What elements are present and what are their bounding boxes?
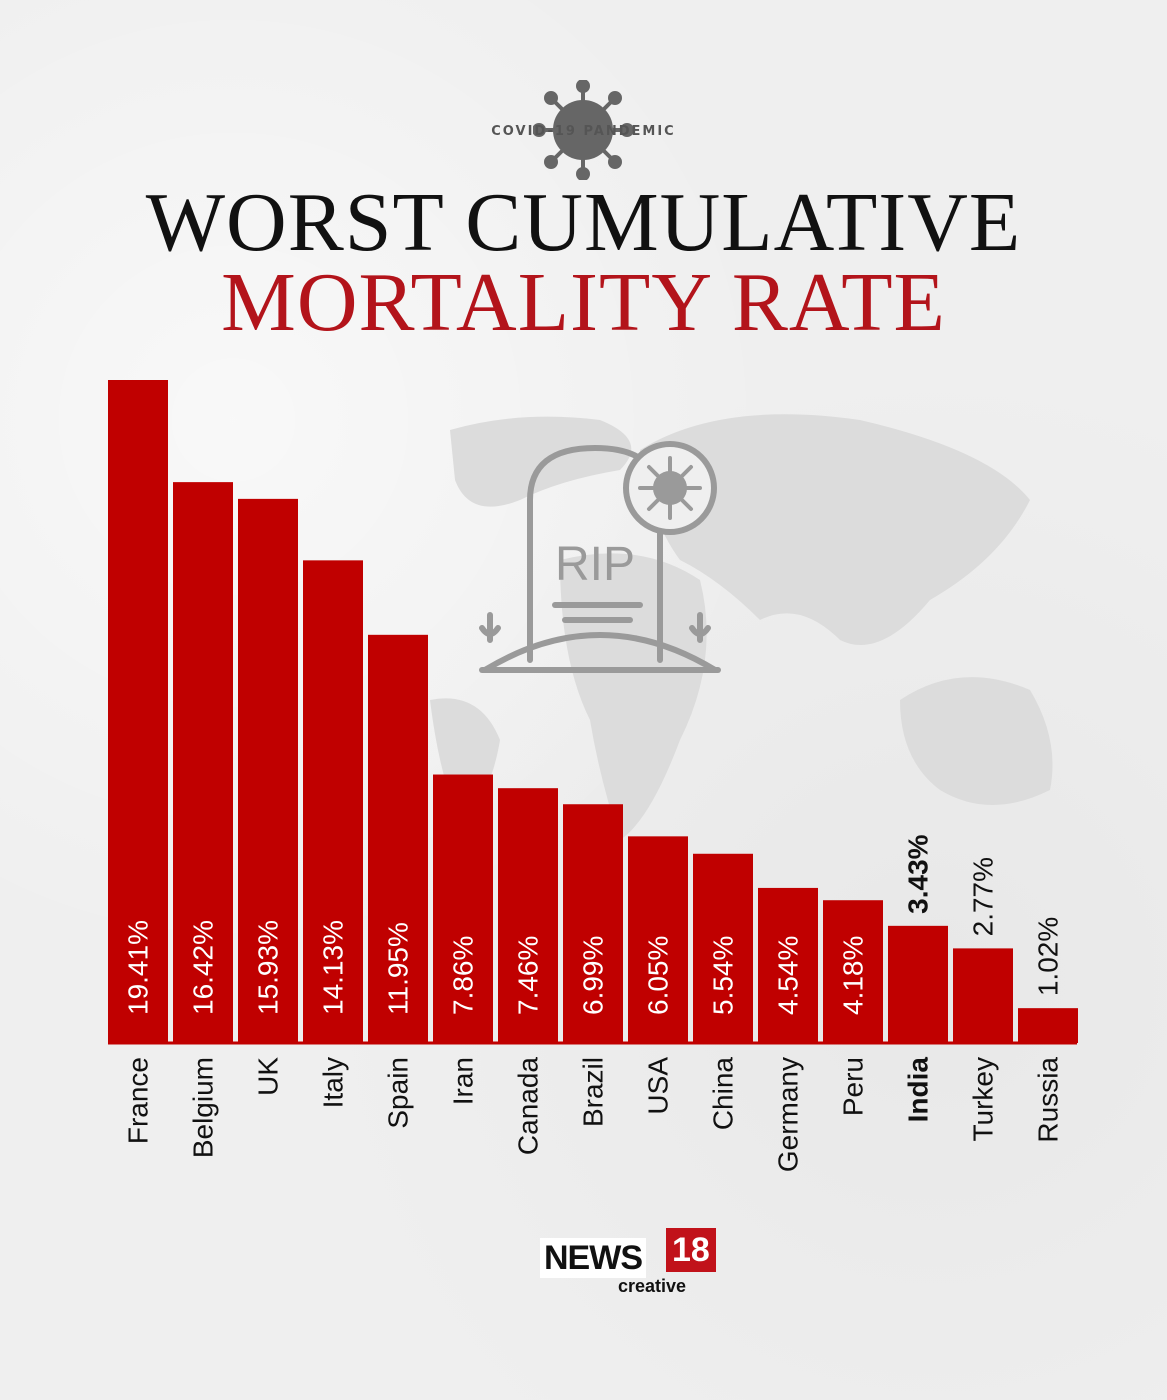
world-map xyxy=(430,414,1053,840)
value-label-iran: 7.86% xyxy=(448,936,479,1015)
bar-iran xyxy=(433,774,493,1043)
value-label-france: 19.41% xyxy=(123,920,154,1015)
header: COVID-19 PANDEMIC WORST CUMULATIVE MORTA… xyxy=(0,0,1167,360)
category-label-belgium: Belgium xyxy=(188,1057,219,1158)
logo-sub-text: creative xyxy=(618,1276,687,1296)
logo-news-text: NEWS xyxy=(540,1238,646,1278)
category-label-brazil: Brazil xyxy=(578,1057,609,1127)
value-label-italy: 14.13% xyxy=(318,920,349,1015)
category-label-russia: Russia xyxy=(1033,1057,1064,1143)
value-label-canada: 7.46% xyxy=(513,936,544,1015)
bar-peru xyxy=(823,900,883,1043)
category-label-uk: UK xyxy=(253,1057,284,1096)
tombstone-icon xyxy=(479,441,721,673)
category-label-iran: Iran xyxy=(448,1057,479,1105)
category-label-france: France xyxy=(123,1057,154,1144)
bar-china xyxy=(693,853,753,1043)
bar-india xyxy=(888,925,948,1043)
value-label-china: 5.54% xyxy=(708,936,739,1015)
bar-germany xyxy=(758,887,818,1043)
bar-usa xyxy=(628,836,688,1043)
value-label-india: 3.43% xyxy=(903,834,934,913)
value-label-peru: 4.18% xyxy=(838,936,869,1015)
value-label-germany: 4.54% xyxy=(773,936,804,1015)
tombstone-rip-text: RIP xyxy=(555,538,635,591)
category-label-canada: Canada xyxy=(513,1057,544,1156)
news18-logo: NEWS 18 creative xyxy=(540,1228,716,1296)
logo-number-badge: 18 xyxy=(666,1228,716,1272)
category-label-china: China xyxy=(708,1057,739,1131)
title-line-1: WORST CUMULATIVE xyxy=(145,176,1022,269)
category-label-peru: Peru xyxy=(838,1057,869,1116)
category-label-spain: Spain xyxy=(383,1057,414,1129)
category-label-germany: Germany xyxy=(773,1057,804,1172)
value-label-uk: 15.93% xyxy=(253,920,284,1015)
category-label-india: India xyxy=(903,1057,934,1123)
category-label-italy: Italy xyxy=(318,1057,349,1108)
value-label-brazil: 6.99% xyxy=(578,936,609,1015)
kicker-text: COVID-19 PANDEMIC xyxy=(491,124,676,139)
bar-spain xyxy=(368,634,428,1043)
bar-france xyxy=(108,380,168,1043)
category-label-usa: USA xyxy=(643,1057,674,1115)
bar-italy xyxy=(303,560,363,1043)
bar-belgium xyxy=(173,482,233,1044)
bar-brazil xyxy=(563,804,623,1043)
bar-uk xyxy=(238,498,298,1043)
bar-russia xyxy=(1018,1008,1078,1043)
bars-group: 19.41% France 16.42% Belgium 15.93% UK 14.13% I… xyxy=(108,380,1078,1172)
title-line-2: MORTALITY RATE xyxy=(221,256,946,349)
bar-canada xyxy=(498,788,558,1043)
value-label-turkey: 2.77% xyxy=(968,857,999,936)
value-label-belgium: 16.42% xyxy=(188,920,219,1015)
value-label-usa: 6.05% xyxy=(643,936,674,1015)
virus-icon xyxy=(533,80,633,180)
category-label-turkey: Turkey xyxy=(968,1057,999,1142)
value-label-spain: 11.95% xyxy=(383,922,414,1015)
bar-turkey xyxy=(953,948,1013,1043)
value-label-russia: 1.02% xyxy=(1033,917,1064,996)
